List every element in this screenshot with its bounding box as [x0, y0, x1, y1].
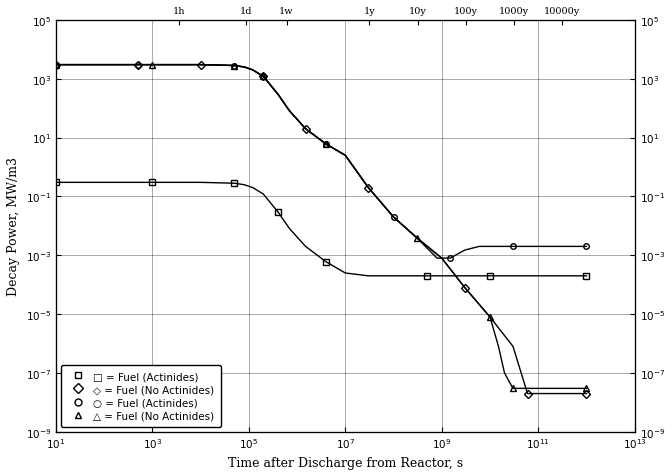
Y-axis label: Decay Power, MW/m3: Decay Power, MW/m3 [7, 157, 20, 296]
X-axis label: Time after Discharge from Reactor, s: Time after Discharge from Reactor, s [228, 456, 463, 469]
Legend: □ = Fuel (Actinides), ◇ = Fuel (No Actinides), ○ = Fuel (Actinides), △ = Fuel (N: □ = Fuel (Actinides), ◇ = Fuel (No Actin… [61, 365, 221, 427]
